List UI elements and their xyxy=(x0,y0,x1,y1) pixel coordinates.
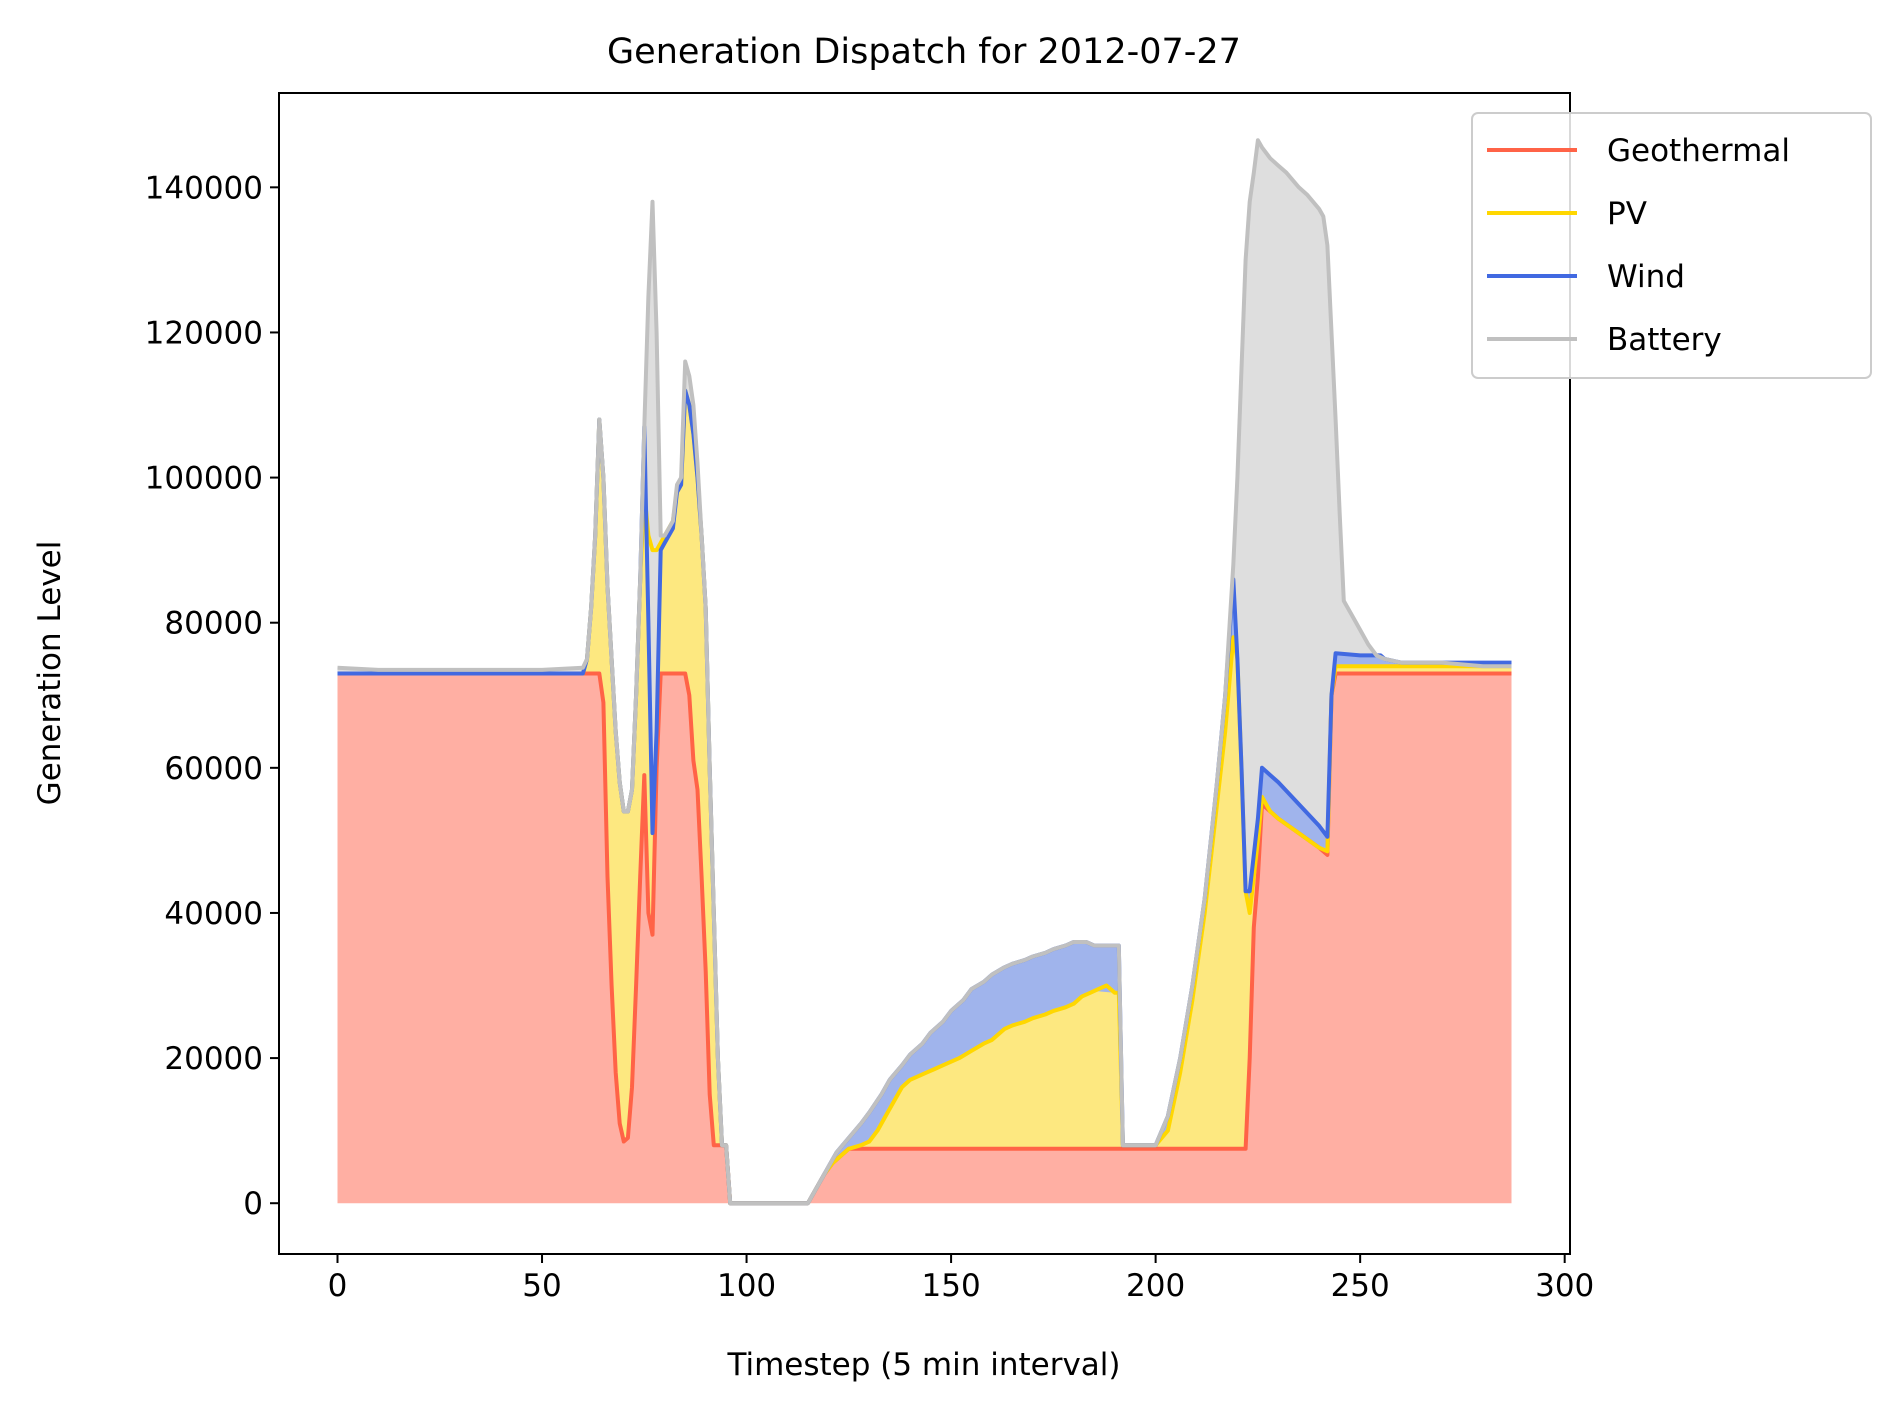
geothermal-area xyxy=(337,673,1512,1204)
y-tick-label: 0 xyxy=(243,1186,263,1222)
x-tick-label: 200 xyxy=(1126,1268,1185,1304)
battery-line xyxy=(337,138,1512,1206)
legend: Geothermal PV Wind Battery xyxy=(1471,112,1872,379)
x-tick-label: 150 xyxy=(922,1268,981,1304)
legend-label-wind: Wind xyxy=(1607,259,1685,295)
y-tick-label: 40000 xyxy=(164,896,263,932)
pv-area xyxy=(337,390,1512,1204)
legend-label-pv: PV xyxy=(1607,196,1647,232)
legend-label-geothermal: Geothermal xyxy=(1607,133,1790,169)
plot-frame xyxy=(278,92,1571,1255)
y-tick-label: 140000 xyxy=(145,170,263,206)
x-tick-label: 50 xyxy=(522,1268,561,1304)
legend-label-battery: Battery xyxy=(1607,322,1722,358)
x-axis-label: Timestep (5 min interval) xyxy=(726,1347,1120,1383)
x-axis-ticks: 0 50 100 150 200 250 300 xyxy=(328,1254,1594,1304)
legend-box xyxy=(1471,112,1872,379)
y-tick-label: 100000 xyxy=(145,461,263,497)
x-tick-label: 0 xyxy=(328,1268,348,1304)
chart-title: Generation Dispatch for 2012-07-27 xyxy=(607,32,1241,72)
x-tick-label: 250 xyxy=(1331,1268,1390,1304)
y-tick-label: 20000 xyxy=(164,1041,263,1077)
series-lines xyxy=(337,138,1512,1206)
x-tick-label: 300 xyxy=(1535,1268,1594,1304)
y-tick-label: 120000 xyxy=(145,315,263,351)
y-axis-ticks: 0 20000 40000 60000 80000 100000 120000 140000 xyxy=(145,170,279,1222)
y-tick-label: 60000 xyxy=(164,751,263,787)
x-tick-label: 100 xyxy=(717,1268,776,1304)
y-axis-label: Generation Level xyxy=(32,541,68,806)
wind-area xyxy=(337,390,1512,1204)
y-tick-label: 80000 xyxy=(164,606,263,642)
